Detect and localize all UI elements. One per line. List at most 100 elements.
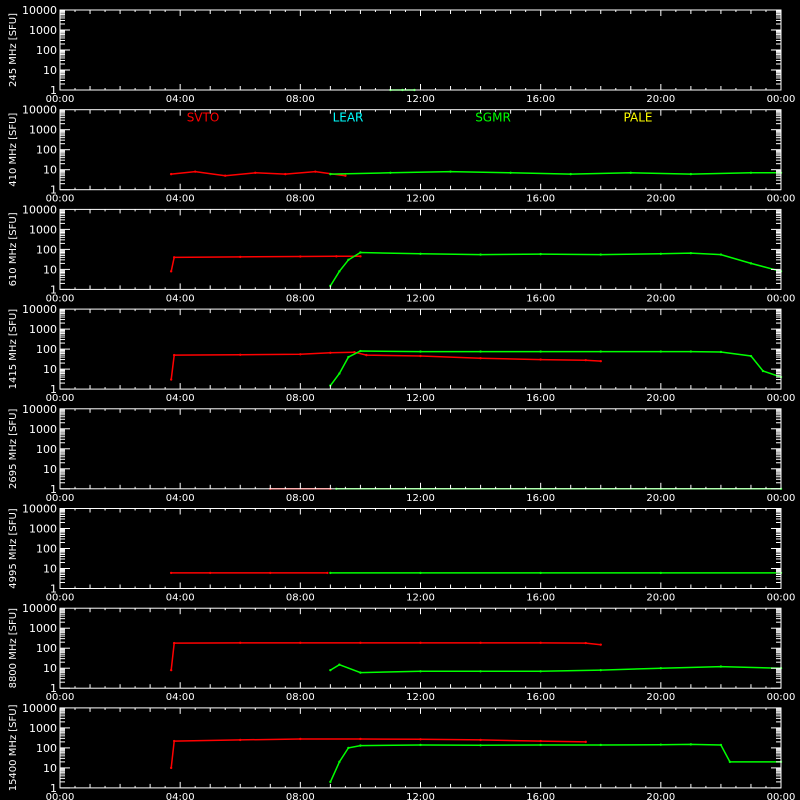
x-tick-label: 04:00 — [166, 94, 195, 105]
data-point-svto — [299, 353, 302, 356]
panel-15400-mhz: 10000 1000 100 10 1 15400 MHz [SFU] 00:00 04:00… — [8, 702, 795, 800]
data-point-svto — [479, 738, 482, 742]
data-point-sgmr — [359, 349, 362, 353]
x-tick-label: 20:00 — [646, 792, 675, 800]
x-tick-label: 08:00 — [286, 792, 315, 800]
x-tick-label: 00:00 — [46, 293, 75, 304]
x-tick-label: 04:00 — [166, 593, 195, 604]
x-tick-label: 12:00 — [406, 94, 435, 105]
y-tick-label: 10 — [43, 762, 57, 775]
data-point-sgmr — [338, 760, 341, 764]
data-point-sgmr — [419, 743, 422, 747]
y-tick-label: 100 — [36, 443, 57, 456]
y-tick-label: 1 — [50, 184, 57, 197]
y-axis-label: 15400 MHz [SFU] — [8, 704, 19, 791]
y-tick-label: 1000 — [29, 24, 57, 37]
x-tick-label: 08:00 — [286, 94, 315, 105]
y-tick-label: 100 — [36, 742, 57, 755]
data-point-svto — [169, 571, 173, 575]
data-point-sgmr — [329, 668, 332, 672]
x-tick-label: 00:00 — [46, 393, 75, 404]
legend: SVTO LEAR SGMR PALE — [187, 111, 653, 125]
data-point-svto — [239, 641, 242, 645]
x-tick-label: 20:00 — [646, 194, 675, 205]
data-point-sgmr — [338, 663, 341, 666]
legend-pale: PALE — [624, 111, 653, 125]
panel-frame — [59, 508, 782, 589]
data-point-svto — [172, 353, 176, 357]
panel-frame — [59, 308, 782, 390]
y-tick-label: 10 — [43, 563, 57, 576]
data-point-sgmr — [719, 665, 723, 668]
data-point-svto — [193, 170, 197, 173]
x-tick-label: 00:00 — [767, 94, 796, 105]
series-svto-410 — [171, 170, 346, 177]
y-tick-label: 100 — [36, 642, 57, 655]
x-tick-label: 20:00 — [646, 593, 675, 604]
data-point-svto — [299, 737, 302, 741]
data-point-sgmr — [659, 667, 663, 670]
data-point-sgmr — [539, 670, 542, 673]
x-tick-label: 08:00 — [286, 692, 315, 703]
series-sgmr-15400 — [329, 743, 781, 783]
data-point-svto — [299, 641, 302, 645]
y-tick-label: 1000 — [29, 323, 57, 336]
series-svto-8800 — [170, 642, 601, 671]
panel-frame — [59, 607, 782, 689]
y-tick-label: 1000 — [29, 223, 57, 236]
y-tick-label: 1000 — [29, 124, 57, 137]
series-svto-15400 — [170, 738, 586, 768]
y-tick-label: 10000 — [22, 203, 57, 216]
x-tick-label: 00:00 — [46, 194, 75, 205]
data-point-sgmr — [719, 350, 723, 354]
data-point-sgmr — [659, 350, 663, 353]
y-axis-label: 4995 MHz [SFU] — [8, 508, 19, 589]
x-tick-label: 00:00 — [767, 393, 796, 404]
y-tick-label: 1 — [50, 682, 57, 695]
data-point-svto — [335, 255, 338, 258]
panel-4995-mhz: 10000 1000 100 10 1 4995 MHz [SFU] 00:00 04:00 0… — [8, 503, 795, 604]
y-tick-label: 10000 — [22, 602, 57, 615]
panel-frame — [59, 208, 782, 290]
panel-2695-mhz: 10000 1000 100 10 1 2695 MHz [SFU] 00:00 04:00 0… — [8, 403, 795, 504]
data-point-sgmr — [449, 170, 452, 173]
data-point-svto — [169, 378, 173, 381]
data-point-sgmr — [359, 744, 362, 747]
data-point-sgmr — [479, 350, 482, 353]
data-point-svto — [539, 358, 542, 361]
series-sgmr-8800 — [330, 663, 782, 674]
data-point-svto — [353, 350, 356, 354]
data-point-sgmr — [659, 571, 663, 575]
data-point-sgmr — [659, 743, 663, 746]
data-point-sgmr — [509, 171, 512, 174]
data-point-svto — [172, 256, 176, 259]
data-point-svto — [359, 255, 362, 258]
y-tick-label: 100 — [36, 343, 57, 356]
data-point-svto — [599, 359, 602, 363]
x-tick-label: 16:00 — [526, 393, 555, 404]
x-tick-label: 12:00 — [406, 293, 435, 304]
y-tick-label: 10 — [43, 164, 57, 177]
data-point-sgmr — [479, 253, 482, 256]
data-point-sgmr — [728, 760, 732, 764]
y-tick-label: 100 — [36, 543, 57, 556]
data-point-sgmr — [329, 780, 332, 784]
data-point-sgmr — [479, 744, 482, 747]
x-tick-label: 12:00 — [406, 393, 435, 404]
x-tick-label: 12:00 — [406, 692, 435, 703]
axes-layer: 10000 1000 100 10 1 245 MHz [SFU] 00:00 04:00 08… — [8, 4, 795, 800]
data-point-svto — [299, 255, 302, 258]
x-tick-label: 08:00 — [286, 393, 315, 404]
data-point-svto — [314, 170, 317, 173]
x-tick-label: 12:00 — [406, 593, 435, 604]
data-point-sgmr — [539, 350, 542, 353]
y-tick-label: 10000 — [22, 104, 57, 117]
data-point-sgmr — [347, 746, 350, 750]
x-tick-label: 04:00 — [166, 194, 195, 205]
x-tick-label: 04:00 — [166, 393, 195, 404]
x-tick-label: 04:00 — [166, 293, 195, 304]
y-tick-label: 10000 — [22, 403, 57, 416]
x-tick-label: 08:00 — [286, 593, 315, 604]
series-svto-610 — [170, 255, 361, 272]
data-point-sgmr — [659, 252, 663, 256]
